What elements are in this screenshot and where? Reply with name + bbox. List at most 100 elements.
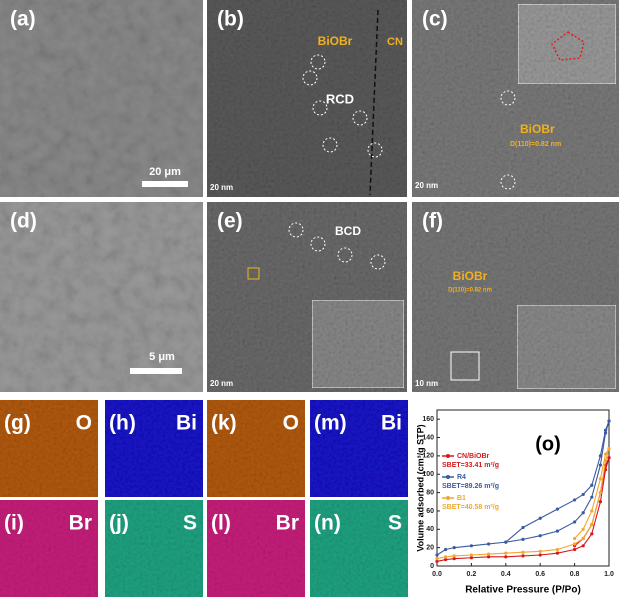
annotation: BiOBr <box>318 34 353 48</box>
inset <box>516 304 617 390</box>
panel-label: (o) <box>535 433 561 455</box>
element-label: S <box>388 512 402 535</box>
element-label: S <box>183 512 197 535</box>
x-tick-label: 0.4 <box>501 571 511 578</box>
panel-label: (m) <box>314 412 347 435</box>
panel-label: (h) <box>109 412 136 435</box>
y-axis-label: Volume adsorbed (cm³/g STP) <box>415 424 425 551</box>
dashed-boundary <box>369 9 379 196</box>
dot-circle <box>310 236 326 252</box>
dot-circle <box>302 70 318 86</box>
series-line <box>574 448 610 539</box>
annotation: 5 μm <box>149 351 175 363</box>
scale-bar <box>142 181 188 187</box>
annotation: 20 nm <box>210 183 233 192</box>
micrograph <box>0 202 203 392</box>
annotation: D(110)=0.82 nm <box>510 141 561 148</box>
panel-label: (n) <box>314 512 341 535</box>
x-tick-label: 0.6 <box>535 571 545 578</box>
panel-label: (j) <box>109 512 129 535</box>
x-tick-label: 0.2 <box>467 571 477 578</box>
dot-circle <box>337 247 353 263</box>
annotation: CN <box>387 36 403 48</box>
element-map <box>310 500 408 597</box>
rcd-outline <box>551 31 585 61</box>
element-label: Bi <box>381 412 402 435</box>
annotation: 20 nm <box>415 181 438 190</box>
y-tick-label: 120 <box>422 453 434 460</box>
element-label: O <box>76 412 92 435</box>
annotation: RCD <box>326 91 354 106</box>
dot-circle <box>500 90 516 106</box>
panel-label: (l) <box>211 512 231 535</box>
series-line <box>436 457 610 562</box>
dot-circle <box>310 54 326 70</box>
legend-marker <box>446 454 450 458</box>
dot-circle <box>500 174 516 190</box>
panel-label: (f) <box>422 210 443 233</box>
element-map <box>0 400 98 497</box>
x-tick-label: 0.8 <box>570 571 580 578</box>
x-axis-label: Relative Pressure (P/Po) <box>465 585 581 596</box>
dot-circle <box>352 110 368 126</box>
legend-entry: CN/BiOBr <box>457 453 490 460</box>
dot-circle <box>322 137 338 153</box>
legend-bet: SBET=40.58 m²/g <box>442 504 499 511</box>
micrograph <box>0 0 203 197</box>
x-tick-label: 0.0 <box>432 571 442 578</box>
legend-marker <box>446 496 450 500</box>
dot-circle <box>370 254 386 270</box>
dot-circle <box>312 100 328 116</box>
scale-bar <box>130 368 182 374</box>
element-map <box>105 500 203 597</box>
y-tick-label: 40 <box>426 526 434 533</box>
dot-circle <box>288 222 304 238</box>
y-tick-label: 140 <box>422 434 434 441</box>
inset <box>311 299 405 389</box>
series-line <box>436 448 610 560</box>
x-tick-label: 1.0 <box>604 571 614 578</box>
y-tick-label: 80 <box>426 489 434 496</box>
legend-entry: B1 <box>457 495 466 502</box>
element-map <box>0 500 98 597</box>
element-label: O <box>283 412 299 435</box>
legend-marker <box>446 475 450 479</box>
annotation: BiOBr <box>520 122 555 136</box>
annotation: BCD <box>335 224 361 238</box>
element-map <box>207 500 305 597</box>
series-line <box>505 420 610 543</box>
panel-label: (e) <box>217 210 243 233</box>
y-tick-label: 60 <box>426 508 434 515</box>
panel-label: (d) <box>10 210 37 233</box>
panel-label: (b) <box>217 8 244 31</box>
panel-label: (g) <box>4 412 31 435</box>
element-map <box>207 400 305 497</box>
plot-frame <box>436 409 610 567</box>
panel-label: (c) <box>422 8 448 31</box>
annotation: BiOBr <box>453 269 488 283</box>
element-map <box>105 400 203 497</box>
element-label: Br <box>69 512 92 535</box>
legend-bet: SBET=33.41 m²/g <box>442 462 499 469</box>
panel-label: (a) <box>10 8 36 31</box>
inset <box>517 3 617 85</box>
y-tick-label: 160 <box>422 416 434 423</box>
y-tick-label: 100 <box>422 471 434 478</box>
element-label: Bi <box>176 412 197 435</box>
selection <box>450 351 480 381</box>
annotation: 20 nm <box>210 379 233 388</box>
y-tick-label: 0 <box>430 563 434 570</box>
element-label: Br <box>276 512 299 535</box>
legend-entry: R4 <box>457 474 466 481</box>
legend-bet: SBET=89.26 m²/g <box>442 483 499 490</box>
annotation: 10 nm <box>415 379 438 388</box>
annotation: 20 μm <box>149 166 181 178</box>
annotation: D(110)=0.82 nm <box>448 288 492 294</box>
element-map <box>310 400 408 497</box>
series-line <box>436 420 610 556</box>
selection <box>247 267 260 280</box>
dot-circle <box>367 142 383 158</box>
panel-label: (i) <box>4 512 24 535</box>
panel-label: (k) <box>211 412 237 435</box>
